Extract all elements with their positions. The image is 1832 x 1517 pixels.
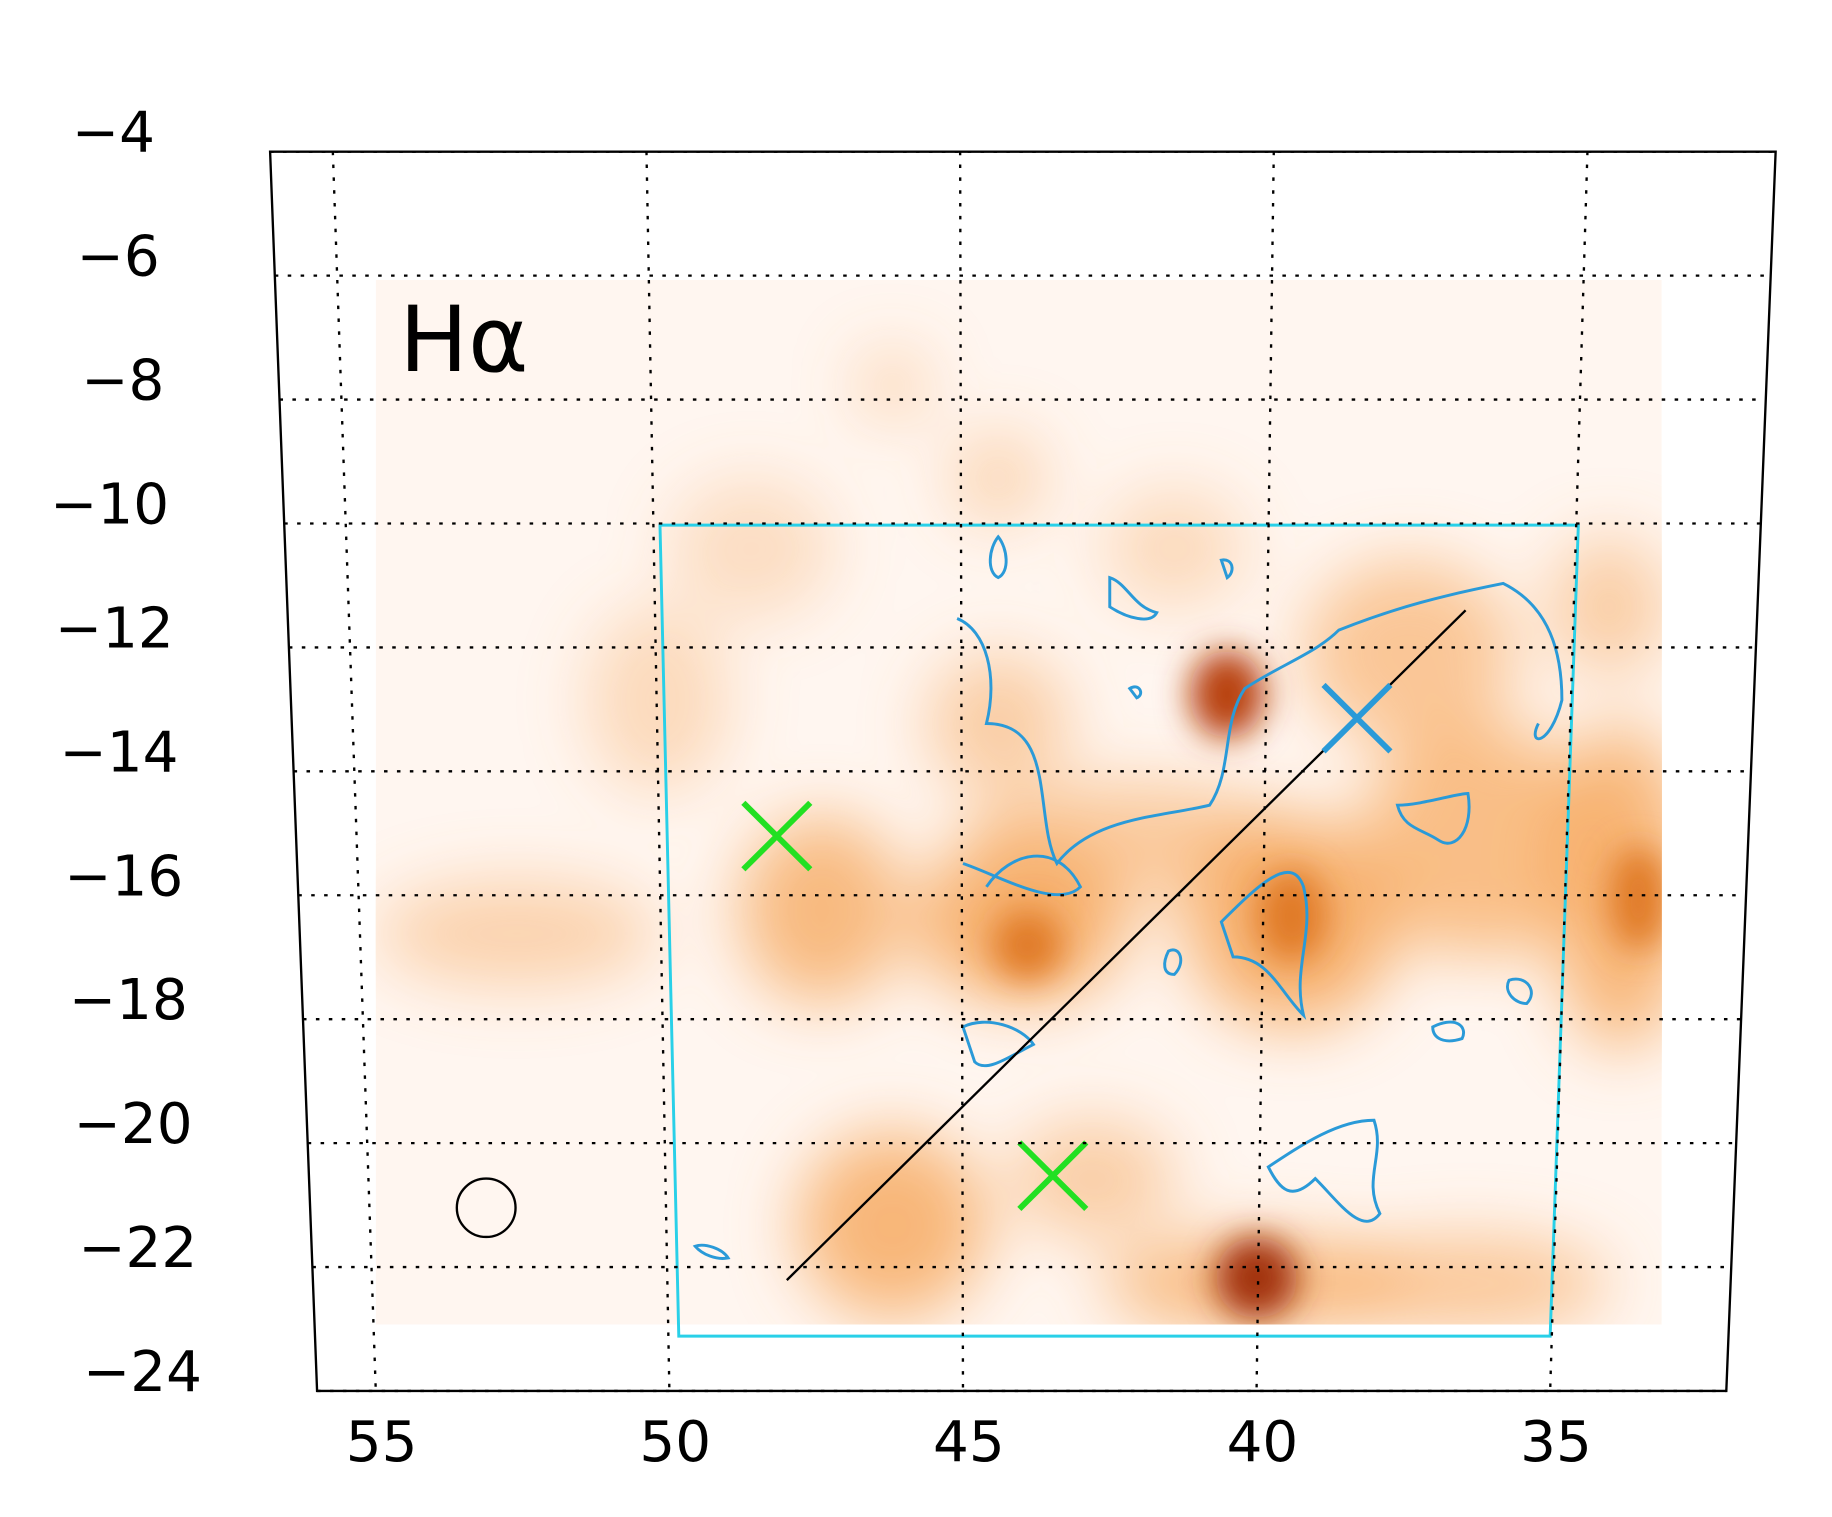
y-tick-label: −18	[69, 968, 188, 1033]
x-tick-label: 45	[933, 1410, 1005, 1475]
y-tick-label: −8	[81, 349, 164, 414]
y-tick-label: −14	[60, 720, 179, 785]
x-tick-label: 40	[1227, 1410, 1299, 1475]
x-tick-label: 50	[639, 1410, 711, 1475]
y-tick-label: −10	[50, 473, 169, 538]
y-tick-label: −22	[78, 1216, 197, 1281]
y-tick-label: −20	[74, 1092, 193, 1157]
y-tick-label: −16	[64, 844, 183, 909]
y-tick-label: −24	[83, 1340, 202, 1405]
y-tick-label: −12	[55, 597, 174, 662]
x-tick-label: 55	[346, 1410, 418, 1475]
y-tick-label: −6	[77, 225, 160, 290]
x-tick-label: 35	[1520, 1410, 1592, 1475]
panel-label: Hα	[399, 286, 528, 393]
chart: Hα 55 50 45 40 35 −4 −6 −8 −10 −12 −14 −16 −18 −20 −22…	[0, 0, 1832, 1517]
h-alpha-map	[376, 280, 1691, 1330]
grid-line	[333, 152, 376, 1391]
y-tick-label: −4	[72, 101, 155, 166]
